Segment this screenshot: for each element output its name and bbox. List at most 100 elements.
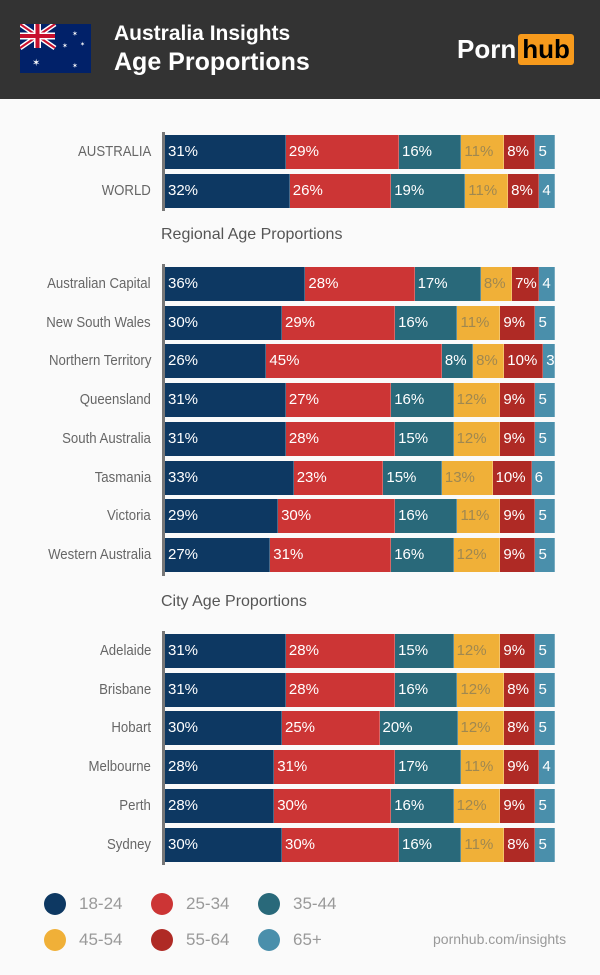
bar-segment-25-34: 30% xyxy=(274,788,392,823)
stacked-bar: 30% 29% 16% 11% 9% 5 xyxy=(165,305,555,340)
bar-segment-65+: 5 xyxy=(535,827,555,862)
bar-segment-25-34: 23% xyxy=(293,460,384,495)
bar-segment-25-34: 27% xyxy=(285,383,392,418)
bar-row: Hobart 30% 25% 20% 12% 8% 5 xyxy=(0,711,600,746)
row-label: Hobart xyxy=(111,719,151,737)
bar-segment-65+: 5 xyxy=(535,383,555,418)
bar-segment-55-64: 7% xyxy=(512,267,540,301)
bar-segment-18-24: 30% xyxy=(165,305,282,340)
bar-segment-55-64: 9% xyxy=(500,305,536,340)
bar-row: Melbourne 28% 31% 17% 11% 9% 4 xyxy=(0,750,600,785)
bar-segment-55-64: 9% xyxy=(500,383,536,418)
bar-segment-35-44: 17% xyxy=(395,750,462,785)
bar-segment-18-24: 29% xyxy=(165,499,279,534)
bar-segment-25-34: 31% xyxy=(274,750,396,785)
bar-segment-45-54: 12% xyxy=(453,421,501,456)
stacked-bar: 31% 28% 15% 12% 9% 5 xyxy=(165,421,555,456)
bar-segment-65+: 5 xyxy=(535,135,555,169)
svg-text:✶: ✶ xyxy=(62,42,68,50)
bar-segment-65+: 4 xyxy=(539,267,555,301)
axis-line xyxy=(162,132,165,212)
svg-text:✶: ✶ xyxy=(32,58,40,69)
bar-segment-65+: 5 xyxy=(535,537,555,572)
pornhub-logo: Porn hub xyxy=(457,34,574,65)
bar-segment-55-64: 8% xyxy=(504,135,536,169)
bar-segment-25-34: 25% xyxy=(282,711,380,746)
bar-segment-45-54: 11% xyxy=(461,827,505,862)
svg-text:✶: ✶ xyxy=(72,30,78,38)
legend-dot-icon xyxy=(44,893,66,915)
bar-segment-45-54: 12% xyxy=(453,634,501,668)
bar-segment-25-34: 29% xyxy=(285,135,399,169)
bar-row: Northern Territory 26% 45% 8% 8% 10% 3 xyxy=(0,344,600,379)
bar-segment-45-54: 11% xyxy=(457,499,501,534)
bar-segment-55-64: 9% xyxy=(500,788,536,823)
legend-label: 45-54 xyxy=(79,930,123,949)
bar-row: AUSTRALIA 31% 29% 16% 11% 8% 5 xyxy=(0,135,600,169)
bar-segment-18-24: 31% xyxy=(165,672,286,707)
bar-segment-25-34: 31% xyxy=(270,537,392,572)
bar-segment-18-24: 28% xyxy=(165,788,275,823)
bar-segment-35-44: 16% xyxy=(395,305,458,340)
row-label: Northern Territory xyxy=(48,352,151,370)
bar-segment-35-44: 16% xyxy=(398,135,462,169)
row-label: Brisbane xyxy=(98,680,151,698)
source-link[interactable]: pornhub.com/insights xyxy=(433,931,567,947)
bar-segment-55-64: 10% xyxy=(492,460,532,495)
logo-left: Porn xyxy=(457,34,517,64)
stacked-bar: 32% 26% 19% 11% 8% 4 xyxy=(165,173,555,208)
header-title: Australia Insights xyxy=(114,22,291,45)
bar-segment-18-24: 32% xyxy=(165,173,290,208)
stacked-bar: 27% 31% 16% 12% 9% 5 xyxy=(165,537,555,572)
bar-segment-25-34: 45% xyxy=(266,344,442,379)
bar-segment-35-44: 16% xyxy=(391,383,454,418)
legend-item: 18-24 xyxy=(44,893,122,915)
bar-segment-45-54: 13% xyxy=(441,460,493,495)
bar-segment-65+: 5 xyxy=(535,672,555,707)
legend-item: 55-64 xyxy=(151,929,229,951)
legend-dot-icon xyxy=(258,929,280,951)
bar-segment-65+: 5 xyxy=(535,499,555,534)
bar-row: Adelaide 31% 28% 15% 12% 9% 5 xyxy=(0,634,600,668)
bar-segment-18-24: 30% xyxy=(165,827,282,862)
bar-segment-35-44: 20% xyxy=(379,711,458,746)
legend-dot-icon xyxy=(151,893,173,915)
stacked-bar: 33% 23% 15% 13% 10% 6 xyxy=(165,460,555,495)
row-label: Tasmania xyxy=(94,468,151,486)
legend-label: 18-24 xyxy=(79,894,123,913)
bar-row: Perth 28% 30% 16% 12% 9% 5 xyxy=(0,788,600,823)
bar-segment-35-44: 8% xyxy=(441,344,474,379)
bar-segment-55-64: 8% xyxy=(504,827,536,862)
bar-segment-18-24: 28% xyxy=(165,750,275,785)
row-label: Victoria xyxy=(107,507,151,525)
stacked-bar: 28% 30% 16% 12% 9% 5 xyxy=(165,788,555,823)
bar-segment-55-64: 9% xyxy=(500,537,536,572)
bar-segment-35-44: 15% xyxy=(395,421,454,456)
bar-segment-18-24: 26% xyxy=(165,344,267,379)
bar-segment-25-34: 28% xyxy=(285,672,396,707)
bar-segment-18-24: 31% xyxy=(165,135,286,169)
bar-segment-55-64: 9% xyxy=(504,750,540,785)
bar-segment-55-64: 8% xyxy=(508,173,540,208)
section-heading: Regional Age Proportions xyxy=(161,226,343,243)
bar-row: Western Australia 27% 31% 16% 12% 9% 5 xyxy=(0,537,600,572)
bar-row: Victoria 29% 30% 16% 11% 9% 5 xyxy=(0,499,600,534)
bar-segment-18-24: 31% xyxy=(165,634,286,668)
row-label: South Australia xyxy=(62,429,151,447)
stacked-bar: 29% 30% 16% 11% 9% 5 xyxy=(165,499,555,534)
bar-segment-45-54: 8% xyxy=(473,344,505,379)
legend-label: 25-34 xyxy=(186,894,230,913)
row-label: Western Australia xyxy=(47,545,151,563)
bar-row: Sydney 30% 30% 16% 11% 8% 5 xyxy=(0,827,600,862)
header: ✶ ✶ ✶ ✶ ✶ Australia Insights Age Proport… xyxy=(0,0,600,99)
stacked-bar: 31% 28% 15% 12% 9% 5 xyxy=(165,634,555,668)
bar-segment-45-54: 12% xyxy=(457,711,505,746)
australia-flag-icon: ✶ ✶ ✶ ✶ ✶ xyxy=(20,24,91,73)
bar-segment-18-24: 33% xyxy=(165,460,294,495)
bar-segment-55-64: 8% xyxy=(504,711,536,746)
bar-segment-65+: 4 xyxy=(539,750,555,785)
bar-row: Australian Capital 36% 28% 17% 8% 7% 4 xyxy=(0,267,600,301)
bar-row: Queensland 31% 27% 16% 12% 9% 5 xyxy=(0,383,600,418)
row-label: Adelaide xyxy=(99,642,151,659)
bar-segment-35-44: 19% xyxy=(391,173,466,208)
